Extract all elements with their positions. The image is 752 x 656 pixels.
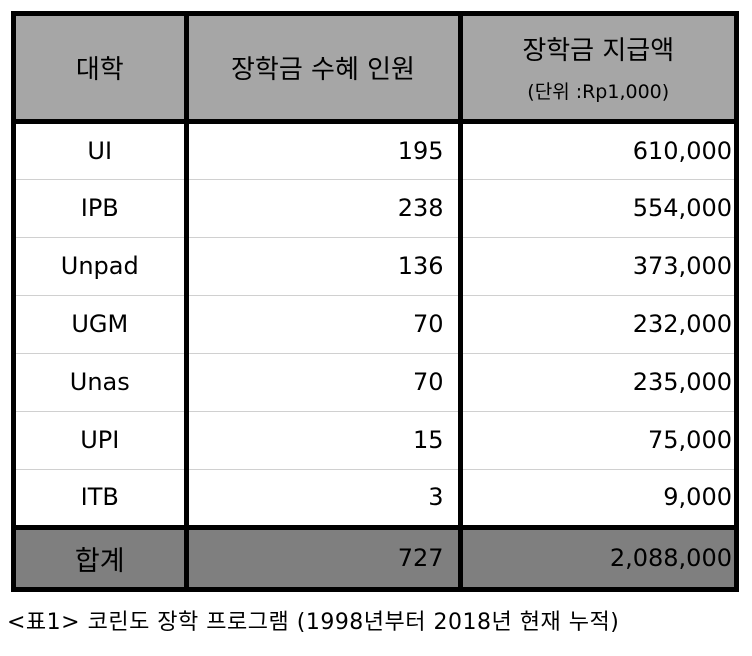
total-row: 합계 727 2,088,000	[16, 524, 734, 587]
header-university: 대학	[16, 16, 189, 124]
header-row: 대학 장학금 수혜 인원 장학금 지급액 (단위 :Rp1,000)	[16, 16, 734, 124]
amount-cell: 610,000	[460, 121, 734, 180]
table-row: Unas 70 235,000	[16, 353, 734, 412]
amount-cell: 235,000	[460, 353, 734, 412]
amount-cell: 75,000	[460, 411, 734, 470]
table-row: UGM 70 232,000	[16, 295, 734, 354]
table-caption: <표1> 코린도 장학 프로그램 (1998년부터 2018년 현재 누적)	[7, 610, 620, 635]
university-cell: ITB	[16, 469, 189, 527]
table-row: UI 195 610,000	[16, 121, 734, 180]
table-row: Unpad 136 373,000	[16, 237, 734, 296]
university-cell: IPB	[16, 179, 189, 238]
amount-cell: 232,000	[460, 295, 734, 354]
recipients-cell: 238	[186, 179, 463, 238]
recipients-cell: 15	[186, 411, 463, 470]
university-cell: Unas	[16, 353, 189, 412]
recipients-cell: 70	[186, 353, 463, 412]
university-cell: UPI	[16, 411, 189, 470]
university-cell: Unpad	[16, 237, 189, 296]
recipients-cell: 70	[186, 295, 463, 354]
recipients-cell: 3	[186, 469, 463, 527]
header-amount: 장학금 지급액 (단위 :Rp1,000)	[460, 16, 734, 124]
table-row: UPI 15 75,000	[16, 411, 734, 470]
total-amount: 2,088,000	[460, 524, 734, 587]
table-row: ITB 3 9,000	[16, 469, 734, 527]
amount-cell: 554,000	[460, 179, 734, 238]
recipients-cell: 136	[186, 237, 463, 296]
header-amount-unit: (단위 :Rp1,000)	[527, 81, 670, 104]
scholarship-data-table: 대학 장학금 수혜 인원 장학금 지급액 (단위 :Rp1,000) UI 19…	[16, 16, 734, 587]
amount-cell: 9,000	[460, 469, 734, 527]
scholarship-table: 대학 장학금 수혜 인원 장학금 지급액 (단위 :Rp1,000) UI 19…	[11, 11, 739, 592]
total-label: 합계	[16, 524, 189, 587]
university-cell: UGM	[16, 295, 189, 354]
university-cell: UI	[16, 121, 189, 180]
header-recipients: 장학금 수혜 인원	[186, 16, 463, 124]
table-row: IPB 238 554,000	[16, 179, 734, 238]
total-recipients: 727	[186, 524, 463, 587]
amount-cell: 373,000	[460, 237, 734, 296]
recipients-cell: 195	[186, 121, 463, 180]
header-amount-label: 장학금 지급액	[522, 36, 675, 67]
